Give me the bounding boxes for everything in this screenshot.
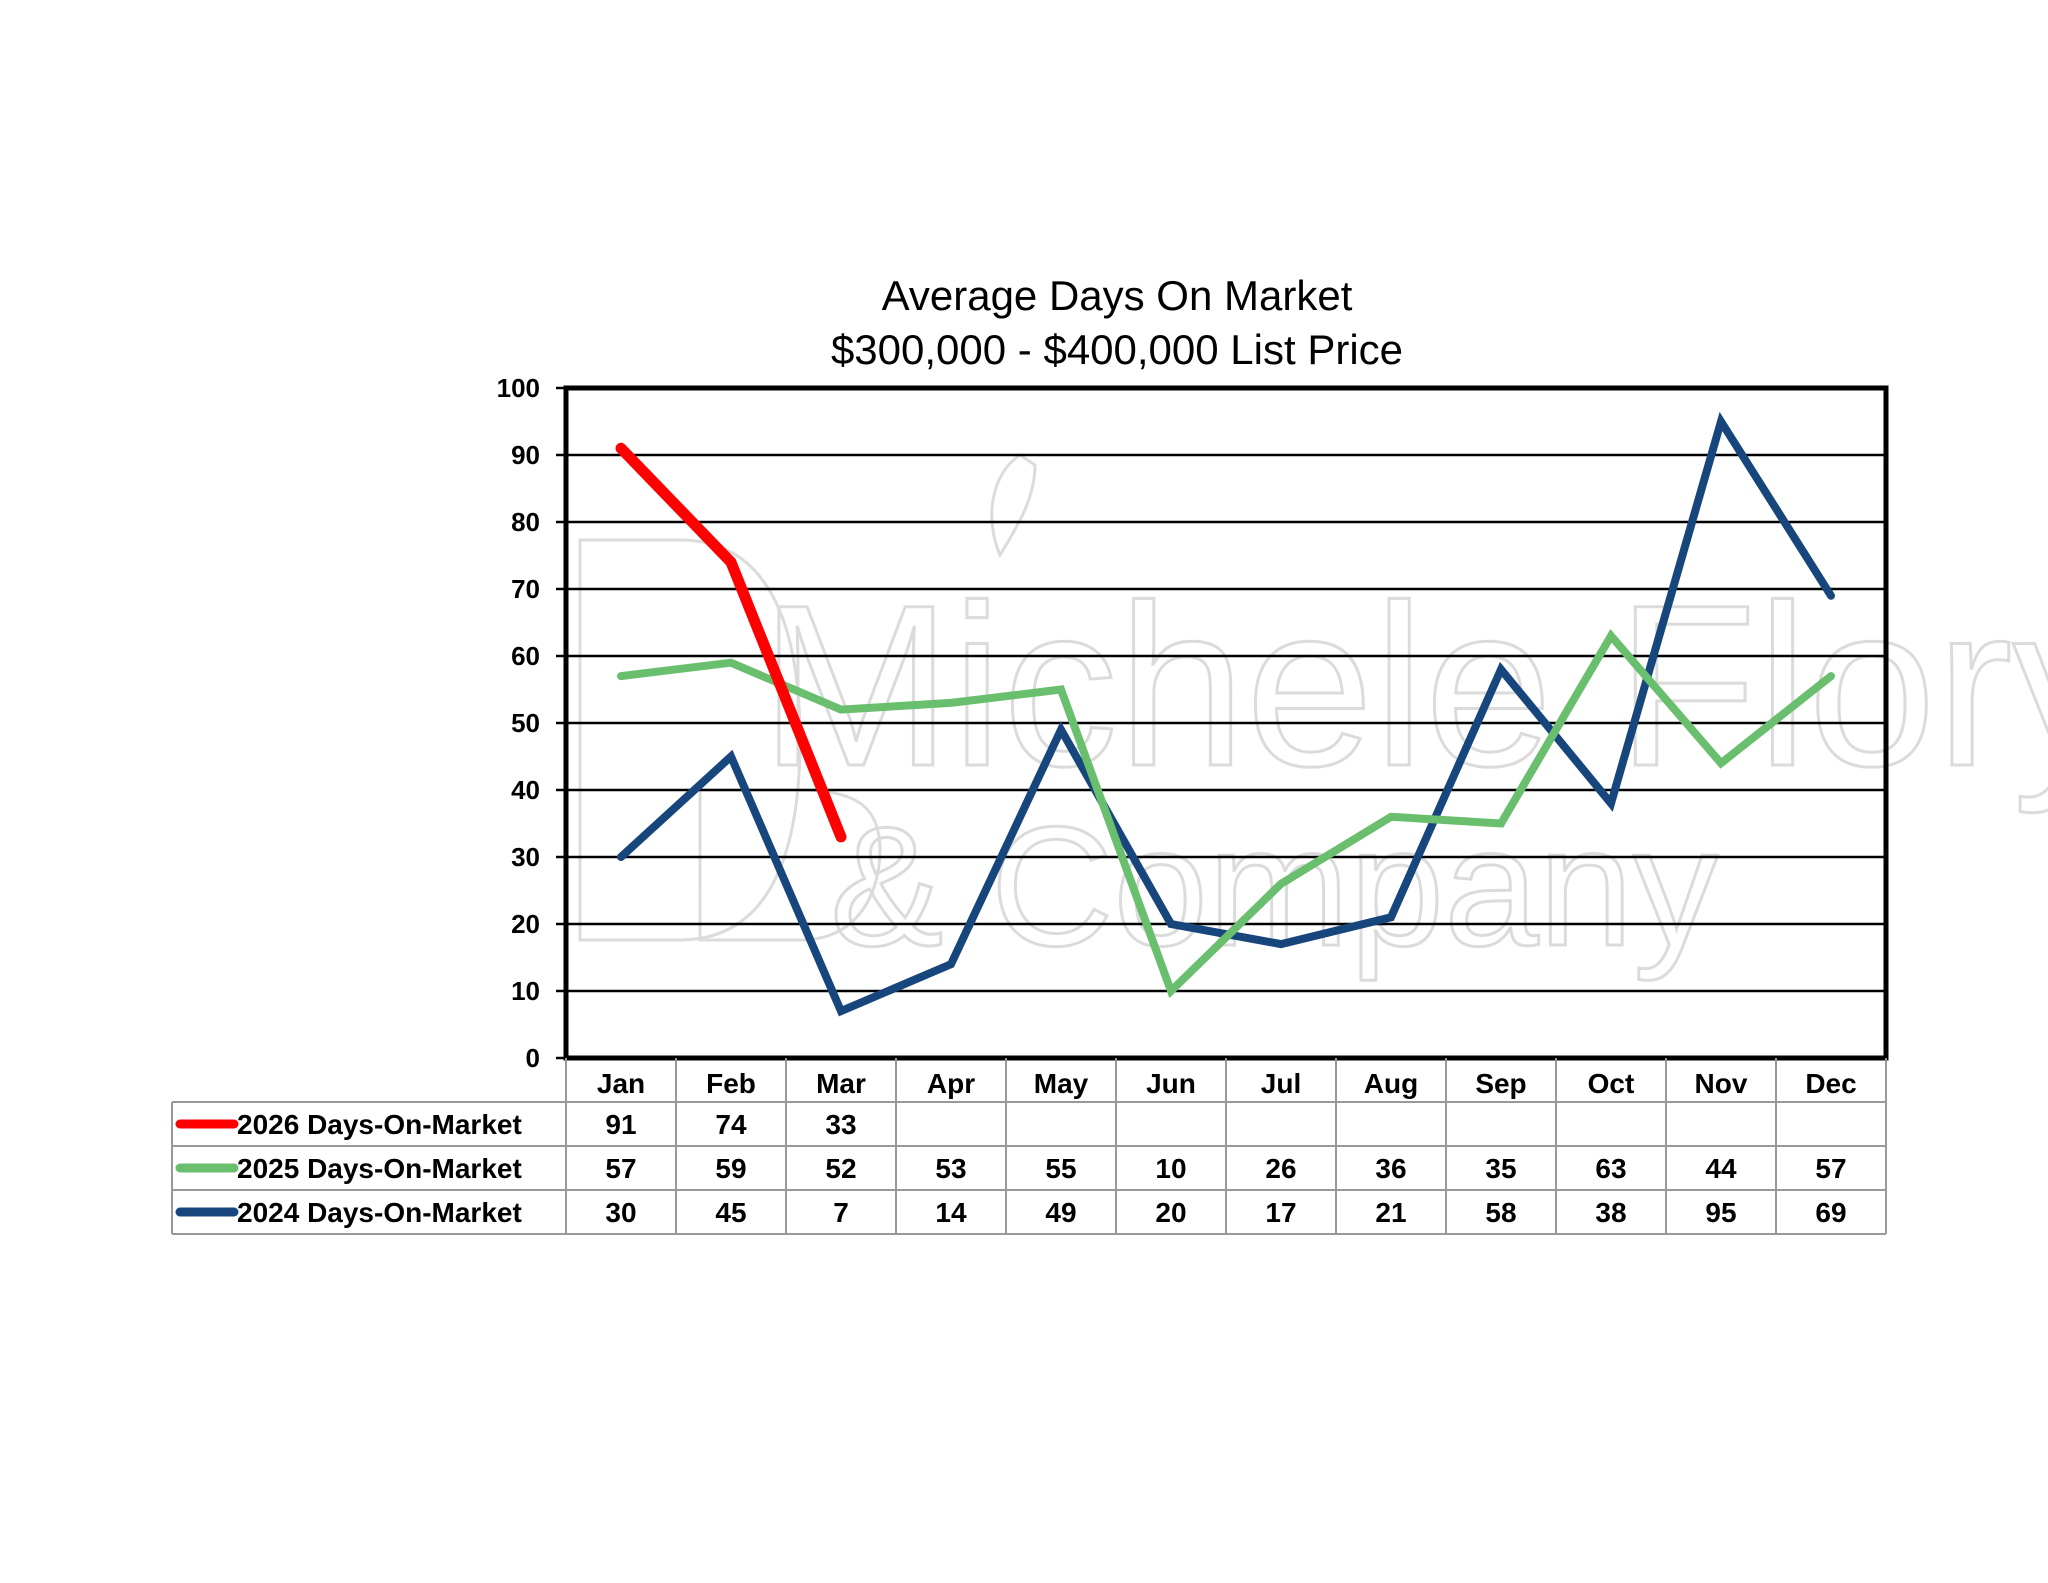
x-tick-label: Aug — [1364, 1068, 1418, 1099]
chart-subtitle: $300,000 - $400,000 List Price — [831, 326, 1403, 373]
x-tick-label: Jul — [1261, 1068, 1301, 1099]
y-tick-label: 10 — [511, 976, 540, 1006]
data-cell-value: 53 — [935, 1153, 966, 1184]
data-cell-value: 21 — [1375, 1197, 1406, 1228]
y-tick-label: 80 — [511, 507, 540, 537]
data-cell-value: 69 — [1815, 1197, 1846, 1228]
gridlines — [566, 453, 1886, 993]
x-tick-label: Sep — [1475, 1068, 1526, 1099]
data-cell-value: 91 — [605, 1109, 636, 1140]
data-cell-value: 36 — [1375, 1153, 1406, 1184]
x-tick-label: Feb — [706, 1068, 756, 1099]
data-cell-value: 49 — [1045, 1197, 1076, 1228]
data-cell-value: 45 — [715, 1197, 746, 1228]
y-tick-label: 0 — [526, 1043, 540, 1073]
y-tick-label: 100 — [497, 373, 540, 403]
y-tick-label: 40 — [511, 775, 540, 805]
watermark-line1: Michele Flory — [760, 557, 2048, 814]
legend-label: 2024 Days-On-Market — [237, 1197, 522, 1228]
y-tick-label: 90 — [511, 440, 540, 470]
data-cell-value: 30 — [605, 1197, 636, 1228]
data-cell-value: 35 — [1485, 1153, 1516, 1184]
series-lines — [615, 411, 1835, 1017]
y-tick-label: 30 — [511, 842, 540, 872]
y-axis-ticks: 0 10 20 30 40 50 60 70 80 90 100 — [497, 373, 566, 1073]
data-cell-value: 57 — [1815, 1153, 1846, 1184]
data-cell-value: 33 — [825, 1109, 856, 1140]
data-cell-value: 26 — [1265, 1153, 1296, 1184]
x-tick-label: Mar — [816, 1068, 866, 1099]
data-table: Jan Feb Mar Apr May Jun Jul Aug Sep Oct Nov Dec2026… — [171, 1058, 1887, 1235]
data-cell-value: 52 — [825, 1153, 856, 1184]
x-tick-label: Nov — [1695, 1068, 1748, 1099]
watermark-logo: Michele Flory & Company — [578, 453, 2048, 984]
data-cell-value: 57 — [605, 1153, 636, 1184]
y-tick-label: 60 — [511, 641, 540, 671]
y-tick-label: 70 — [511, 574, 540, 604]
data-cell-value: 63 — [1595, 1153, 1626, 1184]
data-cell-value: 14 — [935, 1197, 967, 1228]
data-cell-value: 17 — [1265, 1197, 1296, 1228]
x-tick-label: Jun — [1146, 1068, 1196, 1099]
x-tick-label: Oct — [1588, 1068, 1635, 1099]
data-cell-value: 95 — [1705, 1197, 1736, 1228]
data-cell-value: 38 — [1595, 1197, 1626, 1228]
data-cell-value: 55 — [1045, 1153, 1076, 1184]
data-cell-value: 59 — [715, 1153, 746, 1184]
data-cell-value: 58 — [1485, 1197, 1516, 1228]
watermark-leaf-icon — [990, 453, 1037, 559]
legend-label: 2026 Days-On-Market — [237, 1109, 522, 1140]
data-cell-value: 7 — [833, 1197, 849, 1228]
legend-label: 2025 Days-On-Market — [237, 1153, 522, 1184]
data-cell-value: 44 — [1705, 1153, 1737, 1184]
series-line-2025 — [617, 629, 1835, 999]
y-tick-label: 20 — [511, 909, 540, 939]
data-cell-value: 74 — [715, 1109, 747, 1140]
x-tick-label: May — [1034, 1068, 1089, 1099]
y-tick-label: 50 — [511, 708, 540, 738]
chart-title: Average Days On Market — [882, 272, 1353, 319]
x-tick-label: Dec — [1805, 1068, 1856, 1099]
x-tick-label: Jan — [597, 1068, 645, 1099]
x-tick-label: Apr — [927, 1068, 975, 1099]
data-cell-value: 20 — [1155, 1197, 1186, 1228]
series-line-2026 — [615, 442, 847, 843]
data-cell-value: 10 — [1155, 1153, 1186, 1184]
